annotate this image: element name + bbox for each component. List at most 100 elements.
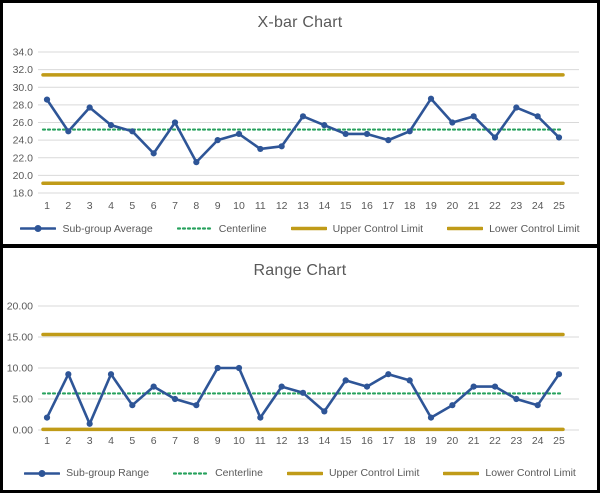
svg-text:8: 8 (193, 435, 199, 447)
upper-control-limit-swatch-icon (286, 471, 323, 475)
legend-label: Sub-group Range (66, 467, 150, 479)
svg-text:24: 24 (532, 200, 544, 212)
svg-text:30.0: 30.0 (13, 82, 34, 94)
svg-text:26.0: 26.0 (13, 117, 34, 129)
svg-text:22: 22 (489, 435, 501, 447)
svg-text:15.00: 15.00 (7, 332, 33, 344)
svg-text:12: 12 (276, 200, 288, 212)
svg-text:19: 19 (425, 435, 437, 447)
legend-item-sub-group-range: Sub-group Range (24, 467, 149, 479)
legend-label: Centerline (218, 222, 267, 235)
svg-text:3: 3 (87, 435, 93, 447)
svg-text:12: 12 (276, 435, 288, 447)
svg-text:15: 15 (340, 435, 352, 447)
svg-text:11: 11 (255, 200, 266, 212)
sub-group-average-swatch-icon (20, 225, 57, 232)
svg-text:14: 14 (318, 200, 330, 212)
svg-text:7: 7 (172, 200, 178, 212)
svg-text:18: 18 (404, 435, 416, 447)
legend-label: Lower Control Limit (485, 467, 576, 479)
svg-text:16: 16 (361, 200, 373, 212)
y-axis-tick-labels: 18.0 20.0 22.0 24.0 26.0 28.0 30.0 32.0 34.0 (13, 47, 34, 200)
svg-text:8: 8 (193, 200, 199, 212)
y-axis-tick-labels: 0.00 5.00 10.00 15.00 20.00 (7, 301, 33, 437)
svg-text:10: 10 (233, 200, 245, 212)
svg-text:4: 4 (108, 200, 114, 212)
svg-text:10: 10 (233, 435, 245, 447)
svg-text:1: 1 (44, 435, 50, 447)
svg-text:2: 2 (65, 200, 71, 212)
centerline-swatch-icon (176, 227, 213, 230)
svg-text:18: 18 (404, 200, 416, 212)
svg-text:3: 3 (87, 200, 93, 212)
range-chart-legend: Sub-group Range Centerline Upper Control L… (3, 456, 597, 490)
legend-item-sub-group-average: Sub-group Average (20, 222, 153, 235)
svg-text:19: 19 (425, 200, 437, 212)
svg-text:9: 9 (215, 435, 221, 447)
legend-label: Upper Control Limit (332, 222, 424, 235)
legend-label: Sub-group Average (62, 222, 153, 235)
svg-text:22: 22 (489, 200, 501, 212)
range-chart-title: Range Chart (253, 262, 347, 279)
xbar-chart-panel: X-bar Chart 18.0 20.0 22.0 24.0 26.0 28.0 30.0… (3, 3, 597, 244)
lower-control-limit-swatch-icon (447, 226, 484, 231)
svg-text:20.00: 20.00 (7, 301, 33, 313)
legend-item-centerline: Centerline (173, 467, 263, 479)
svg-text:5.00: 5.00 (13, 394, 34, 406)
x-axis-tick-labels: 1 2 3 4 5 6 7 8 9 10 11 12 13 14 15 16 17 18 19 20 21 22 23 24 2… (44, 435, 565, 447)
sub-group-range-series (43, 364, 563, 427)
svg-text:0.00: 0.00 (13, 425, 34, 437)
centerline-swatch-icon (173, 471, 210, 475)
svg-text:20.0: 20.0 (13, 170, 34, 182)
svg-text:34.0: 34.0 (13, 47, 34, 59)
svg-text:23: 23 (510, 435, 522, 447)
legend-label: Lower Control Limit (489, 222, 580, 235)
svg-text:4: 4 (108, 435, 114, 447)
svg-text:11: 11 (255, 435, 266, 447)
svg-text:2: 2 (65, 435, 71, 447)
legend-item-lower-control-limit: Lower Control Limit (443, 467, 576, 479)
svg-text:21: 21 (468, 200, 480, 212)
legend-item-lower-control-limit: Lower Control Limit (447, 222, 580, 235)
svg-text:16: 16 (361, 435, 373, 447)
xbar-chart-legend: Sub-group Average Centerline Upper Control… (3, 213, 597, 244)
legend-item-upper-control-limit: Upper Control Limit (290, 222, 424, 235)
svg-text:17: 17 (382, 200, 394, 212)
lower-control-limit-swatch-icon (443, 471, 480, 475)
legend-item-upper-control-limit: Upper Control Limit (286, 467, 420, 479)
svg-text:7: 7 (172, 435, 178, 447)
range-chart-panel: Range Chart 0.00 5.00 10.00 15.00 20.00 1 2 3 4 5… (3, 248, 597, 490)
xbar-chart-title: X-bar Chart (257, 14, 343, 31)
legend-label: Upper Control Limit (328, 467, 420, 479)
legend-label: Centerline (215, 467, 263, 479)
svg-text:13: 13 (297, 200, 309, 212)
svg-text:28.0: 28.0 (13, 99, 34, 111)
gridlines (38, 51, 579, 194)
svg-text:18.0: 18.0 (13, 188, 34, 200)
svg-text:9: 9 (215, 200, 221, 212)
svg-text:25: 25 (553, 200, 565, 212)
svg-text:24.0: 24.0 (13, 135, 34, 147)
svg-text:5: 5 (129, 435, 135, 447)
svg-text:25: 25 (553, 435, 565, 447)
upper-control-limit-swatch-icon (290, 226, 327, 231)
svg-text:20: 20 (446, 435, 458, 447)
svg-text:1: 1 (44, 200, 50, 212)
svg-text:14: 14 (318, 435, 330, 447)
legend-item-centerline: Centerline (176, 222, 267, 235)
svg-text:22.0: 22.0 (13, 152, 34, 164)
x-axis-tick-labels: 1 2 3 4 5 6 7 8 9 10 11 12 13 14 15 16 17 18 19 20 21 22 23 24 2… (44, 200, 565, 212)
sub-group-range-swatch-icon (24, 469, 61, 477)
svg-text:32.0: 32.0 (13, 64, 34, 76)
svg-text:6: 6 (151, 200, 157, 212)
svg-text:5: 5 (129, 200, 135, 212)
svg-text:24: 24 (532, 435, 544, 447)
svg-text:20: 20 (446, 200, 458, 212)
svg-text:17: 17 (382, 435, 394, 447)
svg-text:21: 21 (468, 435, 480, 447)
gridlines (38, 305, 579, 431)
svg-text:10.00: 10.00 (7, 363, 33, 375)
xbar-chart-plot-area: 18.020.022.024.026.028.030.032.034.01 2 3 4… (13, 47, 579, 212)
